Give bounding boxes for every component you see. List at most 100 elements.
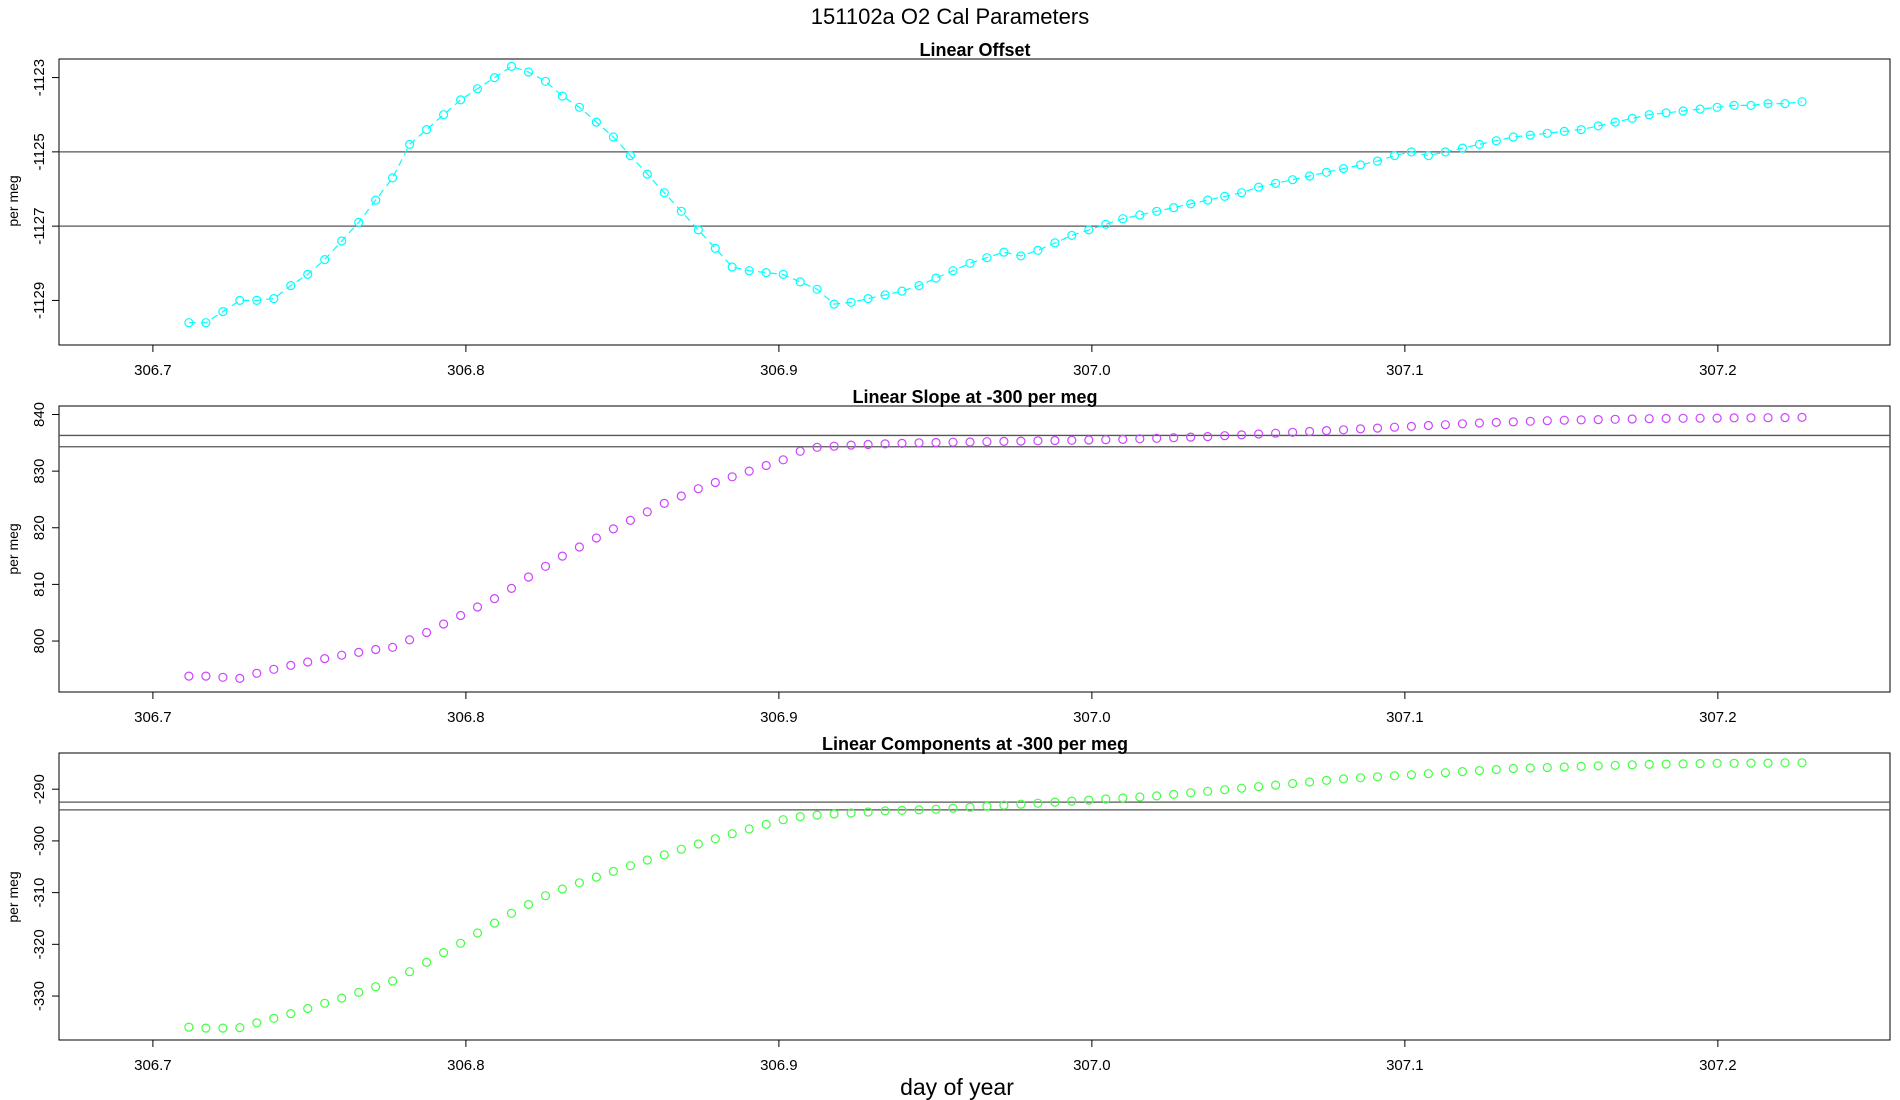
data-point	[286, 281, 296, 291]
data-point	[1797, 97, 1807, 107]
panel-title: Linear Offset	[919, 40, 1030, 60]
data-point	[388, 173, 398, 183]
data-point	[337, 236, 347, 246]
data-point	[1457, 766, 1468, 777]
data-point	[184, 1022, 194, 1032]
data-point	[625, 515, 636, 526]
data-point	[1355, 424, 1366, 434]
data-point	[1355, 160, 1366, 170]
data-point	[591, 117, 602, 127]
data-point	[1746, 758, 1756, 768]
data-point	[472, 602, 483, 612]
data-point	[1050, 797, 1060, 807]
data-point	[1236, 783, 1247, 793]
data-point	[965, 258, 975, 268]
data-point	[456, 95, 466, 105]
data-point	[1287, 778, 1298, 789]
data-point	[659, 498, 669, 508]
x-tick-label: 306.9	[760, 1057, 798, 1074]
data-point	[1559, 126, 1569, 136]
data-point	[1593, 121, 1603, 131]
data-point	[710, 243, 720, 253]
data-point	[829, 299, 839, 309]
y-tick-label: -1129	[31, 282, 48, 319]
data-point	[218, 1023, 228, 1033]
data-point	[676, 844, 686, 854]
data-point	[897, 286, 907, 296]
data-point	[1050, 435, 1060, 446]
data-point	[1135, 792, 1145, 802]
data-point	[1016, 251, 1026, 261]
data-point	[1729, 413, 1739, 423]
data-point	[1610, 760, 1620, 771]
data-point	[1169, 203, 1179, 213]
data-point	[846, 297, 856, 307]
data-point	[1423, 420, 1434, 431]
data-point	[914, 438, 924, 448]
data-point	[1491, 417, 1501, 427]
data-point	[1321, 167, 1332, 177]
data-point	[1118, 434, 1128, 444]
data-point	[489, 593, 500, 604]
data-point	[1644, 110, 1654, 120]
data-point	[218, 307, 228, 317]
data-point	[1287, 427, 1298, 437]
data-point	[1593, 415, 1603, 425]
data-point	[693, 225, 703, 235]
data-point	[812, 442, 822, 452]
data-point	[1712, 102, 1722, 112]
data-point	[1220, 785, 1230, 795]
data-point	[303, 657, 313, 667]
data-point	[286, 660, 296, 671]
data-point	[1236, 188, 1247, 198]
data-point	[693, 839, 703, 849]
data-point	[1678, 413, 1688, 423]
data-point	[727, 829, 737, 839]
data-point	[1474, 418, 1485, 428]
data-point	[489, 918, 500, 928]
plot-frame	[58, 752, 1891, 1041]
data-point	[931, 804, 941, 815]
data-point	[439, 619, 449, 629]
data-point	[1338, 425, 1349, 435]
data-point	[1389, 151, 1400, 161]
data-point	[1101, 435, 1111, 445]
data-point	[1576, 125, 1586, 135]
data-point	[1033, 436, 1043, 446]
data-point	[1253, 781, 1264, 792]
data-point	[1559, 762, 1569, 772]
data-point	[778, 269, 788, 279]
data-point	[523, 899, 534, 910]
data-point	[1695, 104, 1705, 114]
data-point	[761, 268, 771, 278]
data-point	[252, 668, 262, 678]
data-point	[574, 878, 585, 888]
data-point	[744, 824, 754, 834]
data-point	[1304, 171, 1315, 181]
data-point	[422, 957, 432, 968]
data-point	[1440, 768, 1451, 778]
x-tick-label: 307.1	[1386, 362, 1424, 379]
data-point	[1746, 100, 1756, 111]
data-point	[320, 255, 330, 265]
data-point	[252, 1018, 262, 1028]
data-point	[456, 610, 466, 621]
data-point	[1203, 786, 1213, 796]
data-point	[388, 642, 398, 652]
data-point	[1525, 416, 1535, 426]
plot-frame	[58, 58, 1891, 346]
data-point	[456, 938, 466, 948]
data-point	[405, 967, 415, 977]
x-tick-label: 307.0	[1073, 709, 1111, 726]
data-point	[642, 507, 652, 517]
data-point	[269, 1013, 279, 1023]
data-point	[506, 583, 517, 594]
data-point	[1067, 796, 1077, 806]
data-point	[286, 1008, 296, 1019]
data-point	[761, 460, 771, 471]
panel-title: Linear Slope at -300 per meg	[852, 387, 1097, 407]
data-point	[1661, 413, 1671, 424]
y-axis-label: per meg	[5, 871, 21, 922]
data-point	[1067, 230, 1077, 240]
data-point	[218, 672, 228, 682]
